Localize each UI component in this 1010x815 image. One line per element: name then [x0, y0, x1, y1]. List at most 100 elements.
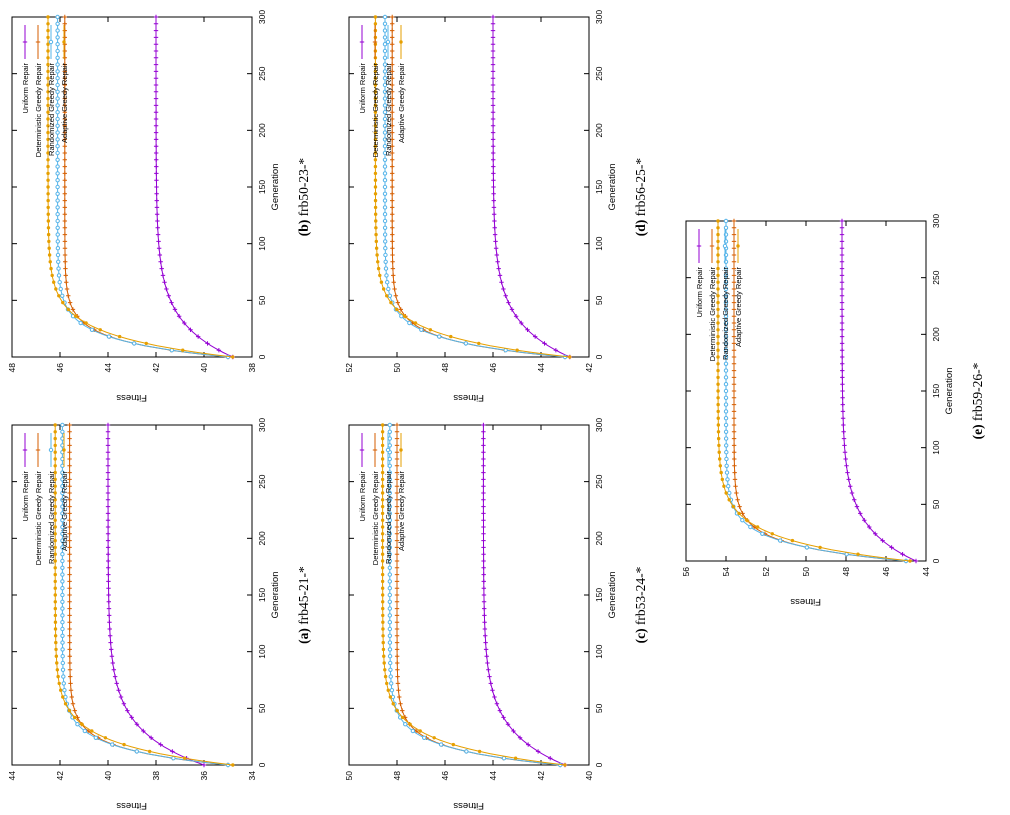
point-marker — [373, 90, 378, 94]
point-marker — [62, 14, 67, 20]
point-marker — [46, 198, 50, 203]
point-marker — [490, 14, 496, 20]
series-line — [61, 425, 229, 766]
x-tick-label: 300 — [257, 10, 267, 24]
point-marker — [390, 157, 395, 162]
point-marker — [55, 14, 60, 20]
x-tick-label: 250 — [594, 474, 604, 488]
point-marker — [106, 586, 111, 591]
point-marker — [716, 436, 721, 441]
legend-label: Randomized Greedy Repair — [47, 63, 56, 156]
point-marker — [380, 491, 385, 495]
point-marker — [373, 164, 378, 169]
point-marker — [67, 626, 72, 632]
point-marker — [723, 415, 729, 421]
point-marker — [532, 334, 538, 339]
point-marker — [716, 382, 720, 386]
point-marker — [525, 742, 531, 747]
point-marker — [67, 470, 72, 475]
point-marker — [62, 448, 66, 452]
point-marker — [418, 729, 422, 733]
point-marker — [53, 498, 57, 502]
point-marker — [155, 232, 161, 237]
point-marker — [68, 681, 73, 686]
point-marker — [731, 375, 737, 380]
point-marker — [50, 273, 54, 278]
point-marker — [380, 552, 385, 556]
point-marker — [400, 715, 405, 720]
point-marker — [390, 225, 395, 230]
point-marker — [497, 708, 503, 713]
point-marker — [116, 688, 121, 693]
point-marker — [108, 640, 113, 645]
point-marker — [382, 62, 388, 67]
point-marker — [374, 239, 379, 244]
series-line — [389, 425, 561, 766]
point-marker — [47, 253, 52, 257]
point-marker — [60, 511, 65, 516]
point-marker — [390, 103, 395, 108]
point-marker — [67, 633, 72, 638]
point-marker — [395, 667, 400, 672]
series-line — [725, 221, 907, 562]
point-marker — [106, 558, 111, 564]
caption-space — [633, 625, 648, 628]
legend-label: Adaptive Greedy Repair — [734, 267, 743, 348]
point-marker — [481, 511, 486, 516]
point-marker — [160, 273, 166, 278]
point-marker — [382, 35, 388, 40]
series-line — [155, 17, 234, 358]
point-marker — [481, 592, 487, 598]
point-marker — [481, 518, 486, 523]
point-marker — [390, 150, 395, 156]
point-marker — [723, 388, 729, 394]
point-marker — [723, 266, 729, 271]
point-marker — [387, 585, 393, 591]
point-marker — [394, 579, 400, 584]
point-marker — [67, 477, 72, 482]
point-marker — [60, 422, 65, 428]
y-tick-label: 46 — [881, 567, 891, 577]
point-marker — [731, 450, 737, 455]
point-marker — [716, 402, 720, 407]
point-marker — [727, 490, 732, 496]
point-marker — [54, 647, 58, 652]
point-marker — [723, 361, 729, 366]
point-marker — [54, 287, 58, 291]
subplot-frb50-23: 0 50 100 150 200 250 300 38 40 42 44 46 48 Uniform Re… — [0, 0, 336, 407]
point-marker — [394, 470, 400, 475]
point-marker — [731, 334, 737, 339]
point-marker — [477, 341, 481, 346]
point-marker — [410, 728, 416, 734]
point-marker — [182, 320, 187, 326]
point-marker — [873, 531, 878, 536]
point-marker — [723, 293, 729, 298]
point-marker — [105, 470, 111, 475]
legend-label: Randomized Greedy Repair — [721, 267, 730, 360]
point-marker — [387, 633, 393, 638]
point-marker — [387, 606, 393, 611]
point-marker — [394, 545, 400, 550]
y-tick-label: 52 — [344, 363, 354, 373]
point-marker — [394, 463, 400, 468]
caption-name: frb59-26-* — [970, 362, 985, 422]
point-marker — [481, 524, 486, 530]
point-marker — [153, 130, 159, 135]
point-marker — [390, 28, 395, 33]
point-marker — [724, 443, 729, 448]
y-axis-label: Fitness — [116, 800, 148, 811]
point-marker — [67, 620, 72, 625]
point-marker — [373, 137, 378, 142]
point-marker — [382, 198, 388, 203]
point-marker — [153, 28, 159, 33]
point-marker — [105, 518, 111, 523]
x-tick-label: 300 — [257, 418, 267, 432]
point-marker — [481, 470, 486, 475]
point-marker — [492, 218, 497, 224]
point-marker — [46, 15, 50, 19]
point-marker — [842, 443, 847, 448]
point-marker — [53, 613, 58, 618]
y-tick-label: 54 — [721, 567, 731, 577]
point-marker — [62, 69, 67, 74]
point-marker — [394, 654, 400, 659]
